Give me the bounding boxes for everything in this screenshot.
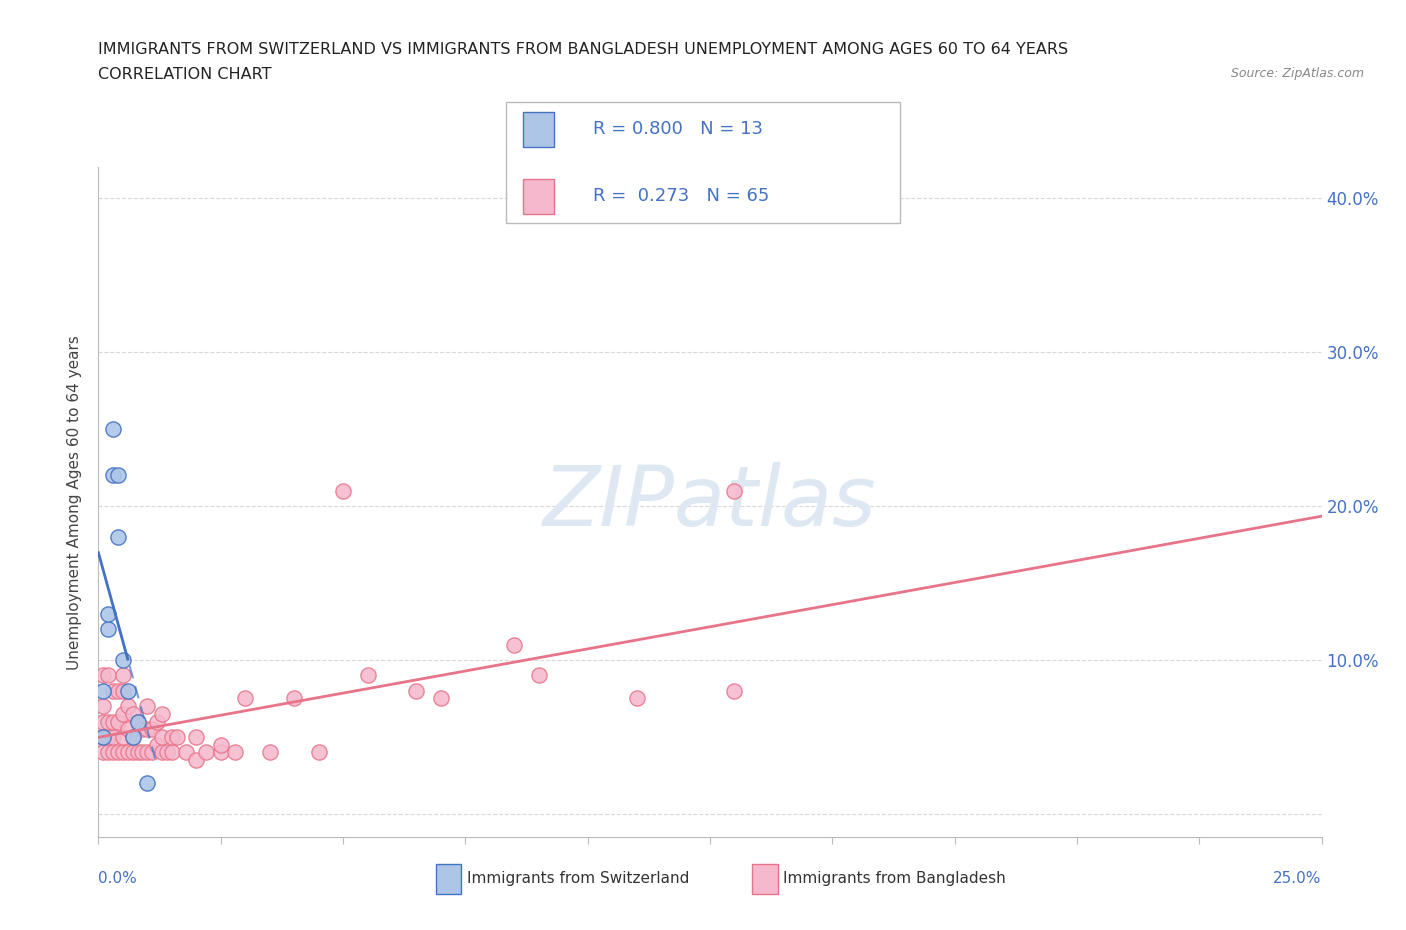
Point <box>131 745 153 760</box>
Point <box>91 668 114 683</box>
Text: 25.0%: 25.0% <box>1274 871 1322 886</box>
Point <box>503 637 526 652</box>
Point <box>127 745 149 760</box>
Point <box>136 698 159 713</box>
Point <box>127 714 149 729</box>
Point <box>233 691 256 706</box>
Point <box>111 668 134 683</box>
Point <box>117 722 139 737</box>
Point <box>107 684 129 698</box>
Point <box>97 606 120 621</box>
Point <box>723 684 745 698</box>
Point <box>166 729 188 744</box>
Point <box>101 421 124 436</box>
Point <box>723 484 745 498</box>
Point <box>91 729 114 744</box>
Point <box>146 737 169 752</box>
Point <box>101 468 124 483</box>
Point <box>224 745 246 760</box>
Point <box>97 622 120 637</box>
Point <box>259 745 281 760</box>
Text: R = 0.800   N = 13: R = 0.800 N = 13 <box>593 120 763 139</box>
Point <box>101 745 124 760</box>
Point <box>186 729 208 744</box>
Point <box>150 745 173 760</box>
Point <box>136 745 159 760</box>
Point <box>97 714 120 729</box>
Point <box>121 729 143 744</box>
Y-axis label: Unemployment Among Ages 60 to 64 years: Unemployment Among Ages 60 to 64 years <box>67 335 83 670</box>
Point <box>150 729 173 744</box>
Point <box>356 668 378 683</box>
Point <box>111 653 134 668</box>
Point <box>97 729 120 744</box>
Point <box>195 745 218 760</box>
Text: IMMIGRANTS FROM SWITZERLAND VS IMMIGRANTS FROM BANGLADESH UNEMPLOYMENT AMONG AGE: IMMIGRANTS FROM SWITZERLAND VS IMMIGRANT… <box>98 42 1069 57</box>
Point <box>136 722 159 737</box>
Point <box>131 722 153 737</box>
Point <box>91 698 114 713</box>
Point <box>91 714 114 729</box>
Text: Immigrants from Bangladesh: Immigrants from Bangladesh <box>783 871 1005 886</box>
Point <box>308 745 330 760</box>
Point <box>146 714 169 729</box>
Point <box>111 707 134 722</box>
Point <box>332 484 354 498</box>
Point <box>626 691 648 706</box>
Point <box>107 745 129 760</box>
Point <box>176 745 198 760</box>
Point <box>121 707 143 722</box>
Point <box>136 776 159 790</box>
Point <box>160 729 183 744</box>
Point <box>141 745 163 760</box>
Point <box>121 745 143 760</box>
Point <box>160 745 183 760</box>
Point <box>107 529 129 544</box>
Text: R =  0.273   N = 65: R = 0.273 N = 65 <box>593 187 769 206</box>
Point <box>117 698 139 713</box>
Point <box>121 729 143 744</box>
Point <box>430 691 453 706</box>
Point <box>209 737 232 752</box>
Text: CORRELATION CHART: CORRELATION CHART <box>98 67 271 82</box>
Point <box>141 722 163 737</box>
Text: Source: ZipAtlas.com: Source: ZipAtlas.com <box>1230 67 1364 80</box>
Point <box>107 468 129 483</box>
Text: 0.0%: 0.0% <box>98 871 138 886</box>
Point <box>405 684 427 698</box>
Point <box>117 745 139 760</box>
Point <box>156 745 179 760</box>
Point <box>101 729 124 744</box>
Point <box>91 745 114 760</box>
Point <box>97 668 120 683</box>
Point <box>111 684 134 698</box>
Point <box>107 714 129 729</box>
Text: ZIPatlas: ZIPatlas <box>543 461 877 543</box>
Point <box>527 668 550 683</box>
Point <box>283 691 305 706</box>
Point <box>186 752 208 767</box>
Point <box>111 729 134 744</box>
Point <box>97 745 120 760</box>
Text: Immigrants from Switzerland: Immigrants from Switzerland <box>467 871 689 886</box>
Point <box>101 714 124 729</box>
Point <box>209 745 232 760</box>
Point <box>91 684 114 698</box>
Point <box>117 684 139 698</box>
Point <box>111 745 134 760</box>
Point <box>150 707 173 722</box>
Point <box>127 714 149 729</box>
Point <box>101 684 124 698</box>
Point <box>91 729 114 744</box>
